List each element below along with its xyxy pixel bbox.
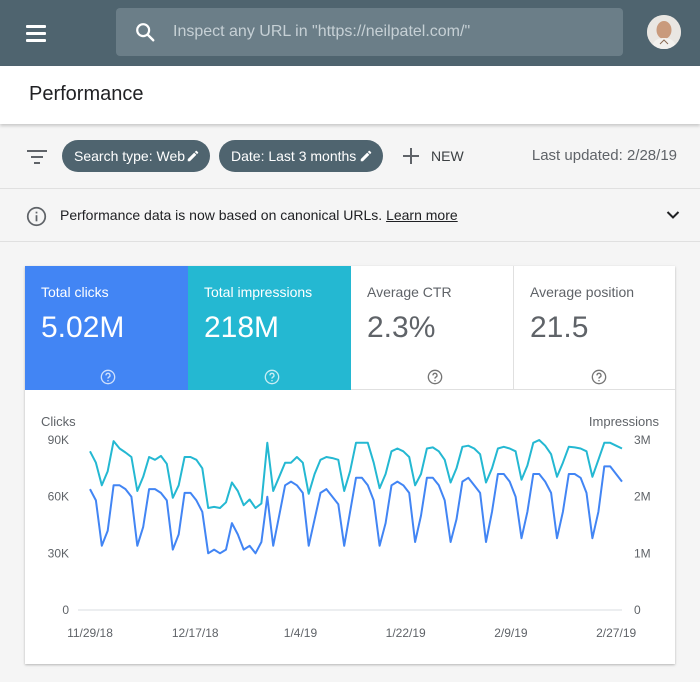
info-message-row: Performance data is now based on canonic… <box>60 207 458 223</box>
menu-icon[interactable] <box>24 22 50 44</box>
help-icon[interactable] <box>100 369 116 385</box>
y-left-tick-label: 0 <box>62 603 69 617</box>
metric-total-impressions[interactable]: Total impressions 218M <box>188 266 351 390</box>
performance-chart: Clicks Impressions 90K 60K 30K 0 3M 2M 1M 0 11/2… <box>25 390 675 664</box>
learn-more-link[interactable]: Learn more <box>386 207 458 223</box>
y-axis-right-title: Impressions <box>589 414 660 429</box>
y-left-tick-label: 60K <box>48 490 69 504</box>
filter-bar: Search type: Web Date: Last 3 months NEW… <box>0 126 700 189</box>
date-range-chip[interactable]: Date: Last 3 months <box>219 140 383 172</box>
y-right-tick-label: 1M <box>634 546 651 560</box>
x-tick-label: 1/22/19 <box>386 626 426 640</box>
info-message: Performance data is now based on canonic… <box>60 207 383 223</box>
metric-average-position[interactable]: Average position 21.5 <box>514 266 675 390</box>
user-photo <box>647 15 681 49</box>
chip-label: Date: Last 3 months <box>231 148 357 164</box>
search-input[interactable] <box>173 8 613 56</box>
new-label: NEW <box>431 148 464 164</box>
metric-value: 21.5 <box>530 311 589 344</box>
metric-label: Average CTR <box>367 284 452 300</box>
metric-label: Total impressions <box>204 284 313 300</box>
metric-label: Average position <box>530 284 635 300</box>
x-tick-label: 2/27/19 <box>596 626 636 640</box>
metric-average-ctr[interactable]: Average CTR 2.3% <box>351 266 514 390</box>
metric-value: 218M <box>204 311 280 344</box>
help-icon[interactable] <box>591 369 607 385</box>
y-left-tick-label: 90K <box>48 433 69 447</box>
metric-label: Total clicks <box>41 284 109 300</box>
avatar[interactable] <box>647 15 681 49</box>
last-updated: Last updated: 2/28/19 <box>531 147 677 164</box>
y-right-tick-label: 2M <box>634 490 651 504</box>
page-header: Performance <box>0 66 700 124</box>
metric-total-clicks[interactable]: Total clicks 5.02M <box>25 266 188 390</box>
search-icon <box>136 23 155 42</box>
page-title: Performance <box>29 83 144 105</box>
info-icon <box>26 206 47 227</box>
edit-icon <box>360 150 372 162</box>
x-tick-label: 11/29/18 <box>67 626 113 640</box>
plus-icon <box>403 148 419 164</box>
filter-icon[interactable] <box>27 148 47 166</box>
search-type-chip[interactable]: Search type: Web <box>62 140 210 172</box>
help-icon[interactable] <box>427 369 443 385</box>
top-app-bar <box>0 0 700 66</box>
y-right-tick-label: 0 <box>634 603 641 617</box>
x-tick-label: 1/4/19 <box>284 626 318 640</box>
metric-value: 2.3% <box>367 311 436 344</box>
clicks-series-line <box>89 465 623 555</box>
new-filter-button[interactable]: NEW <box>402 144 464 168</box>
chart-svg: Clicks Impressions 90K 60K 30K 0 3M 2M 1M 0 11/2… <box>41 414 660 640</box>
performance-card: Total clicks 5.02M Total impressions 218… <box>25 266 675 664</box>
y-right-tick-label: 3M <box>634 433 651 447</box>
help-icon[interactable] <box>264 369 280 385</box>
chip-label: Search type: Web <box>74 148 186 164</box>
info-banner: Performance data is now based on canonic… <box>0 190 700 242</box>
y-left-tick-label: 30K <box>48 546 69 560</box>
chevron-down-icon[interactable] <box>666 210 680 220</box>
metric-value: 5.02M <box>41 311 125 344</box>
x-tick-label: 2/9/19 <box>494 626 528 640</box>
impressions-series-line <box>89 439 623 509</box>
x-tick-label: 12/17/18 <box>172 626 219 640</box>
edit-icon <box>187 150 199 162</box>
url-inspection-search[interactable] <box>116 8 623 56</box>
y-axis-left-title: Clicks <box>41 414 76 429</box>
